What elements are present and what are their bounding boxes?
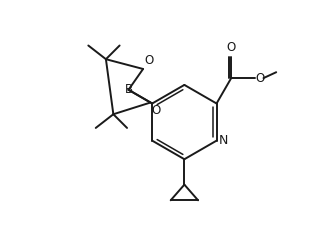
Text: O: O — [256, 72, 265, 85]
Text: O: O — [144, 54, 153, 67]
Text: O: O — [227, 41, 236, 54]
Text: N: N — [219, 134, 228, 147]
Text: O: O — [151, 104, 161, 118]
Text: B: B — [124, 83, 133, 96]
